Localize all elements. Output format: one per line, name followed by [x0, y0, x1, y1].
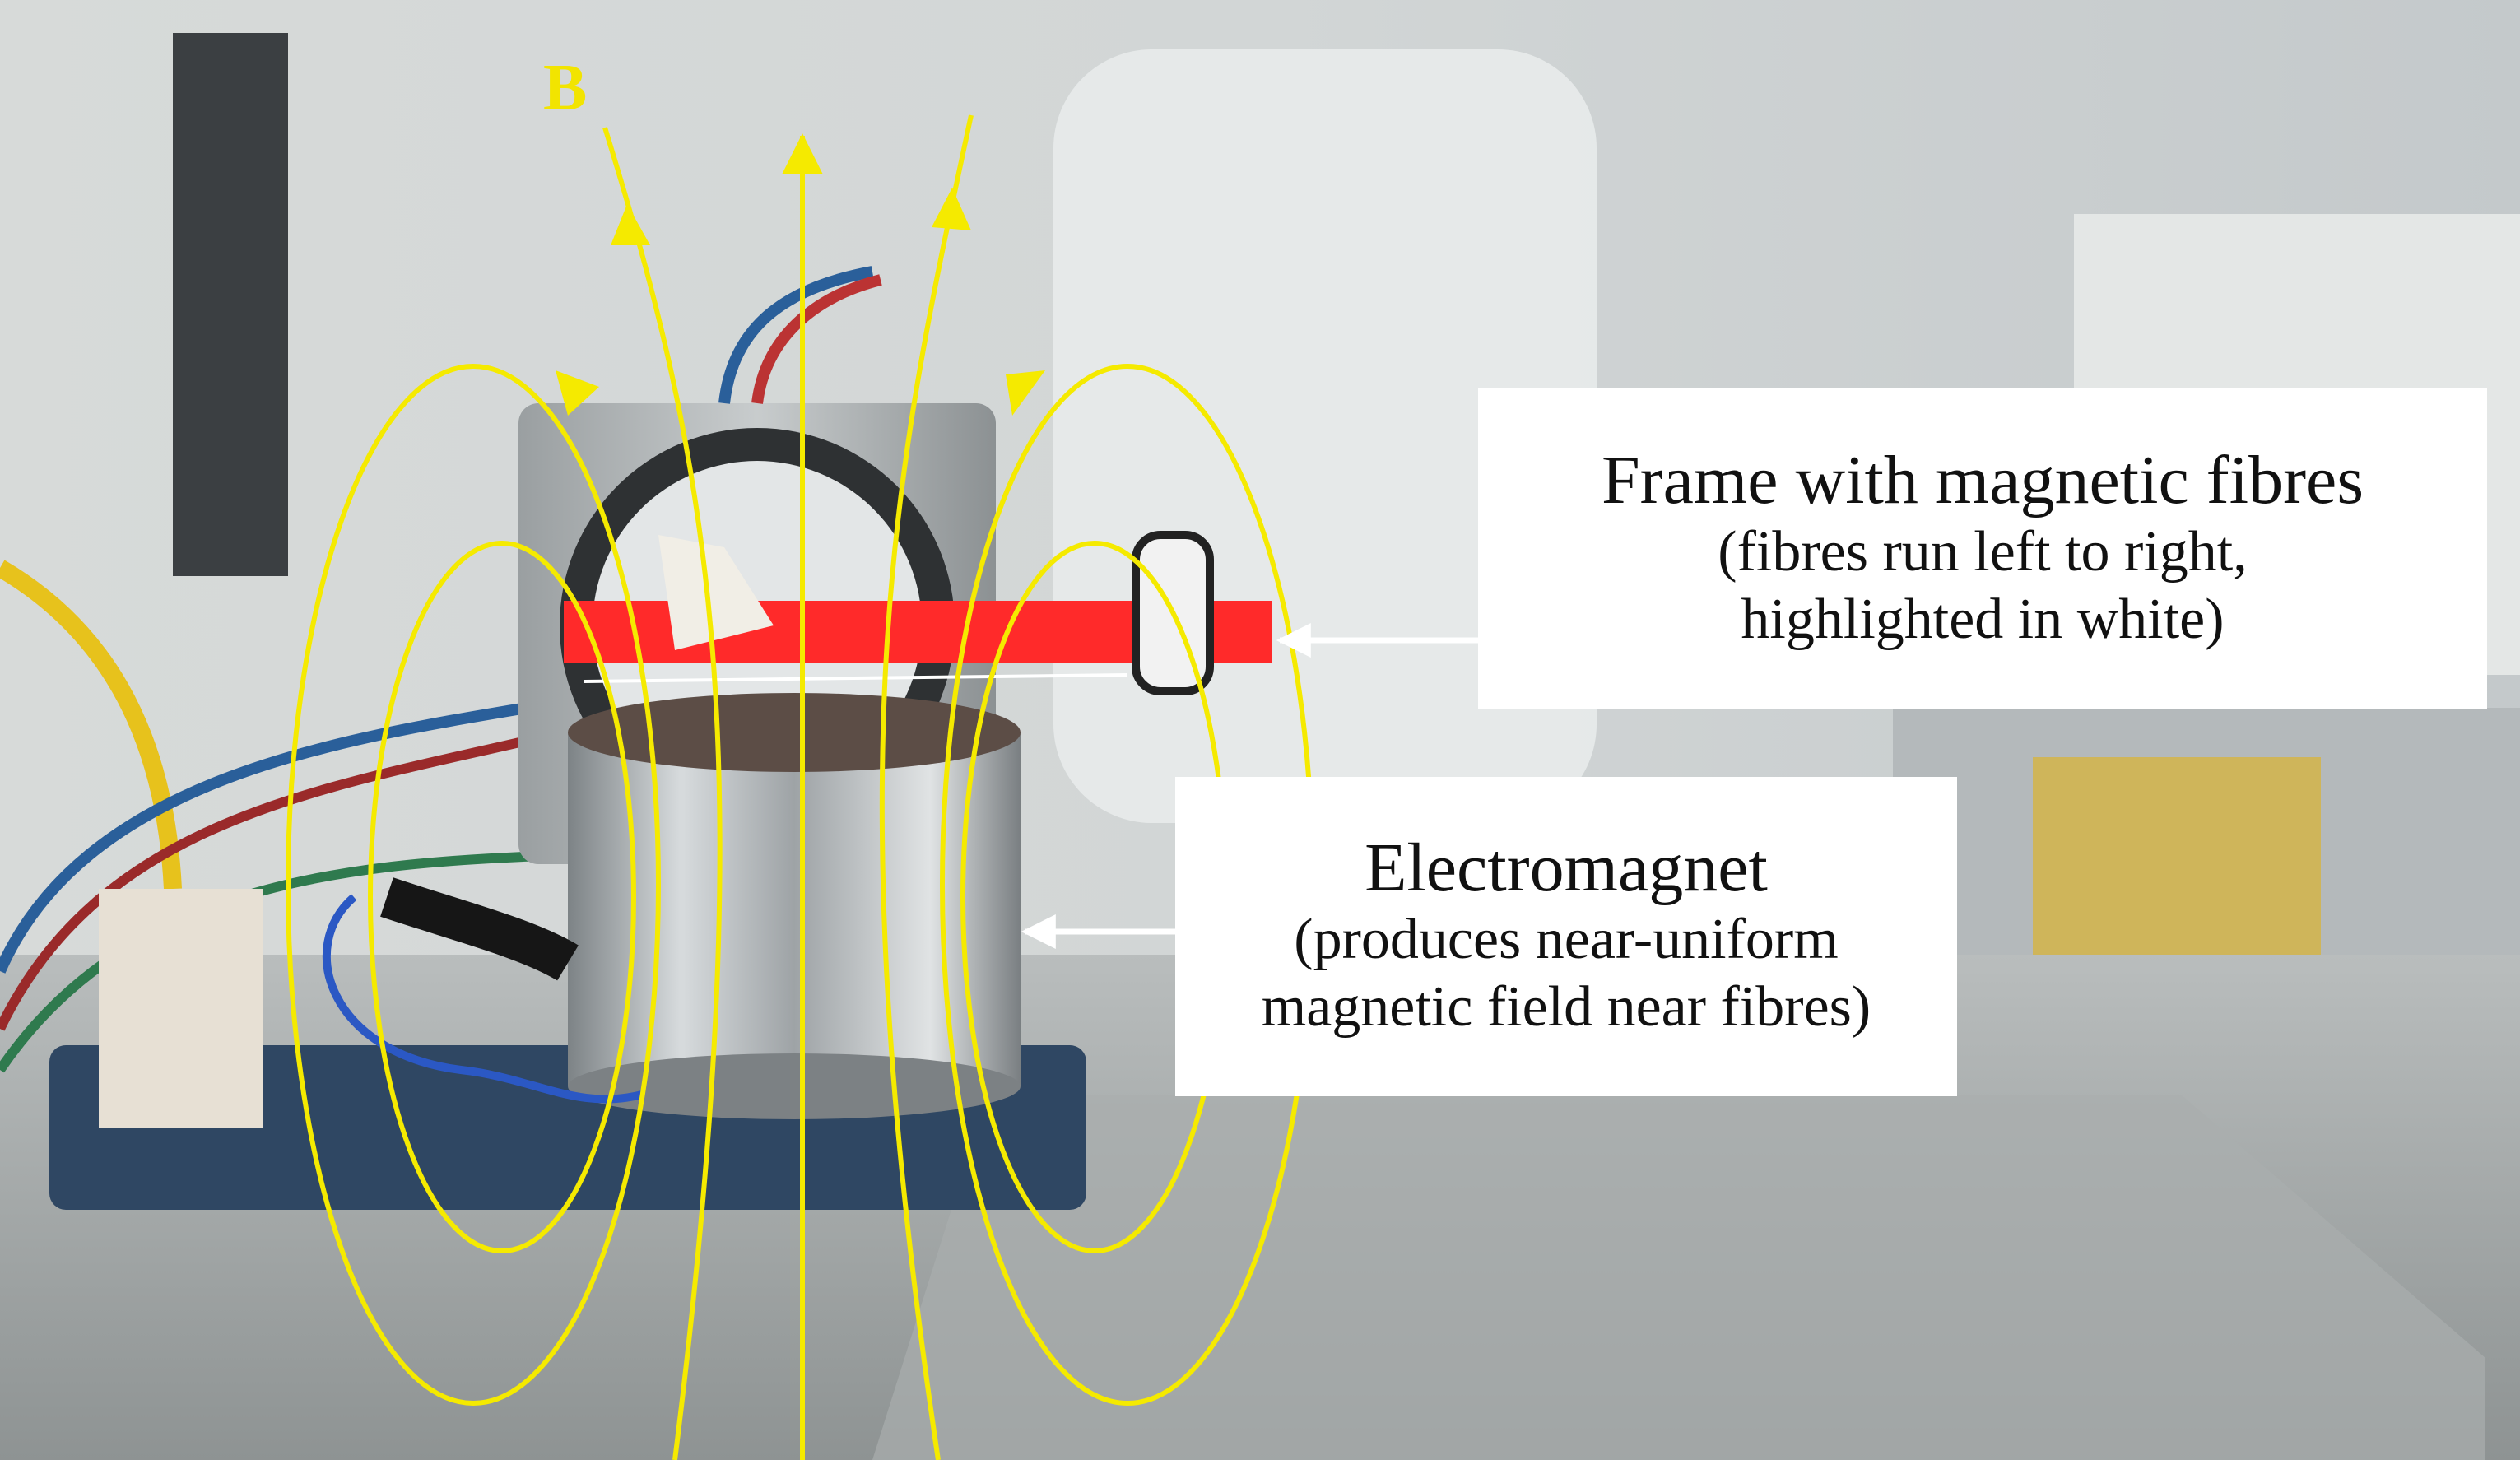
yellow-wire [0, 560, 182, 890]
electromagnet-callout: Electromagnet (produces near-uniform mag… [1175, 777, 1957, 1096]
electromagnet-callout-title: Electromagnet [1365, 830, 1768, 907]
frame-callout: Frame with magnetic fibres (fibres run l… [1478, 388, 2487, 709]
field-loop-inner-left [368, 541, 636, 1253]
black-cable [380, 877, 579, 981]
motor-cables [718, 266, 874, 404]
blue-coil-wire [322, 894, 644, 1104]
motor-cables-red [751, 274, 882, 404]
field-line-right [879, 114, 974, 1460]
electromagnet-bottom [568, 1053, 1021, 1119]
arrowhead-right [932, 188, 971, 230]
field-symbol-label: B [543, 52, 588, 124]
connector [99, 889, 263, 1128]
field-line-left [602, 127, 723, 1460]
acrylic-plate [872, 1095, 2485, 1460]
red-wire-left [0, 736, 528, 1031]
fibre-highlight [658, 535, 774, 650]
arrowhead-loop-left [556, 370, 599, 416]
arrowhead-left [611, 204, 650, 245]
frame-callout-title: Frame with magnetic fibres [1601, 442, 2364, 519]
arrowhead-center [782, 133, 823, 174]
electromagnet-callout-subtitle-1: (produces near-uniform [1294, 907, 1839, 971]
heatsink-fins [173, 33, 288, 576]
frame-callout-subtitle-2: highlighted in white) [1741, 588, 2225, 652]
field-loop-outer-left [286, 364, 661, 1406]
field-arrowheads [556, 133, 1045, 416]
electromagnet-top [568, 693, 1021, 772]
fibre-white-line [584, 673, 1128, 683]
blue-wire-left [0, 702, 528, 974]
arrowhead-loop-right [1006, 370, 1045, 416]
electromagnet-callout-subtitle-2: magnetic field near fibres) [1261, 975, 1871, 1039]
frame-callout-subtitle-1: (fibres run left to right, [1718, 519, 2248, 584]
